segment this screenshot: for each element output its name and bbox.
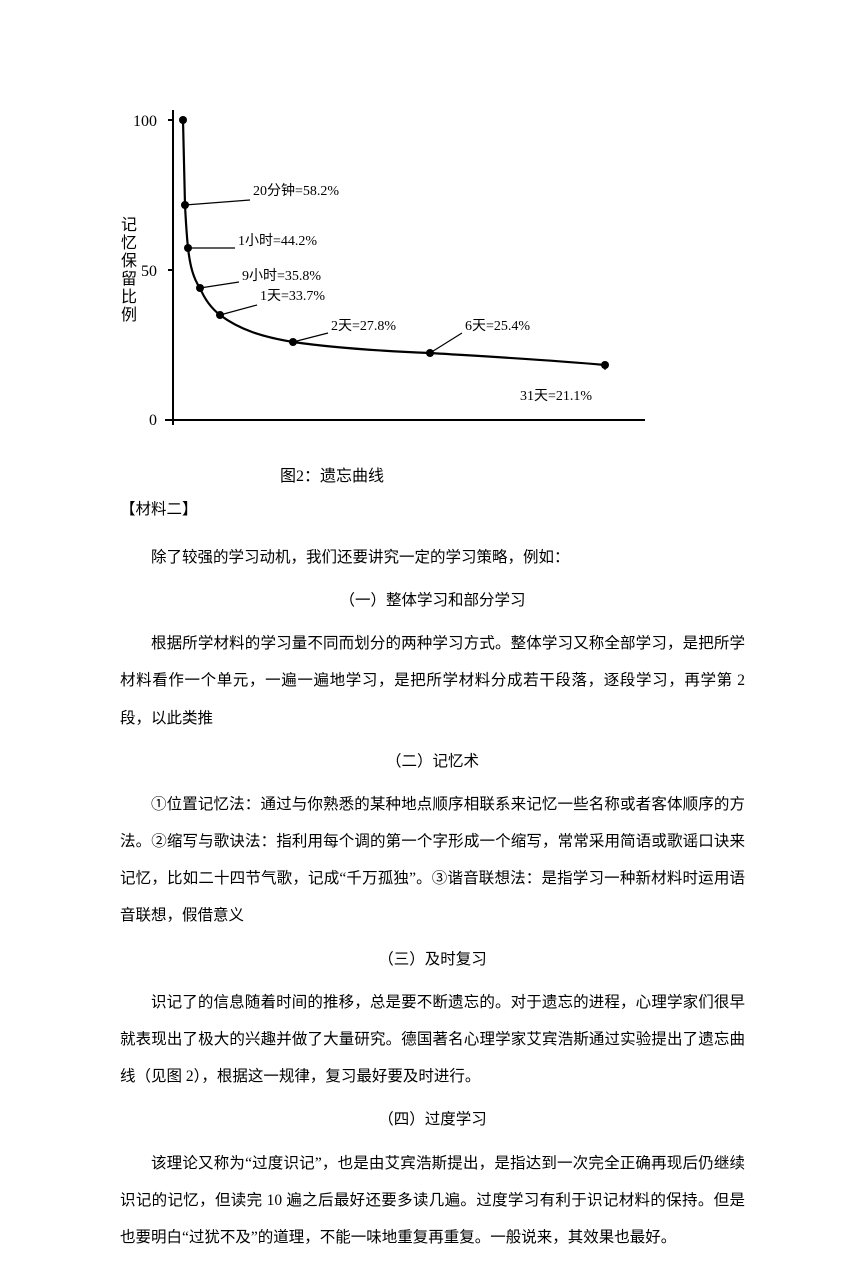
leader-line (430, 333, 462, 353)
svg-text:比: 比 (121, 288, 137, 306)
section-2-body: ①位置记忆法：通过与你熟悉的某种地点顺序相联系来记忆一些名称或者客体顺序的方法。… (120, 786, 745, 935)
y-tick-50: 50 (141, 263, 157, 280)
section-1-body: 根据所学材料的学习量不同而划分的两种学习方式。整体学习又称全部学习，是把所学材料… (120, 625, 745, 737)
section-3-title: （三）及时复习 (120, 941, 745, 978)
y-tick-0: 0 (149, 412, 157, 429)
section-4-title: （四）过度学习 (120, 1101, 745, 1138)
y-ticks: 0 50 100 (133, 113, 173, 429)
svg-text:例: 例 (121, 306, 137, 324)
svg-text:记: 记 (121, 216, 137, 234)
svg-text:保: 保 (121, 252, 137, 270)
chart-caption: 图2：遗忘曲线 (280, 462, 384, 486)
section-1-title: （一）整体学习和部分学习 (120, 582, 745, 619)
section-2-title: （二）记忆术 (120, 743, 745, 780)
material-label: 【材料二】 (120, 498, 745, 523)
leader-line (200, 282, 239, 288)
leader-line (185, 200, 250, 205)
svg-text:忆: 忆 (121, 234, 137, 252)
data-label: 1天=33.7% (260, 289, 325, 304)
forgetting-curve-chart: 0 50 100 记 忆 保 留 比 例 20分钟=58.2% 1小时=44.2%… (105, 60, 665, 460)
data-label: 31天=21.1% (520, 389, 592, 404)
svg-text:留: 留 (121, 270, 137, 288)
intro-paragraph: 除了较强的学习动机，我们还要讲究一定的学习策略，例如： (120, 539, 745, 576)
data-label: 1小时=44.2% (238, 233, 317, 249)
y-axis-label: 记 忆 保 留 比 例 (121, 216, 137, 324)
data-label: 20分钟=58.2% (253, 182, 339, 199)
data-marker (179, 116, 187, 124)
leader-line (293, 333, 328, 342)
chart-svg: 0 50 100 记 忆 保 留 比 例 20分钟=58.2% 1小时=44.2%… (105, 60, 665, 460)
section-3-body: 识记了的信息随着时间的推移，总是要不断遗忘的。对于遗忘的进程，心理学家们很早就表… (120, 984, 745, 1096)
data-label: 9小时=35.8% (242, 268, 321, 284)
document-content: 【材料二】 除了较强的学习动机，我们还要讲究一定的学习策略，例如： （一）整体学… (120, 498, 745, 1262)
leader-line (220, 305, 257, 315)
y-tick-100: 100 (133, 113, 157, 130)
section-4-body: 该理论又称为“过度识记”，也是由艾宾浩斯提出，是指达到一次完全正确再现后仍继续识… (120, 1145, 745, 1257)
data-label: 6天=25.4% (465, 319, 530, 334)
data-label: 2天=27.8% (331, 319, 396, 334)
